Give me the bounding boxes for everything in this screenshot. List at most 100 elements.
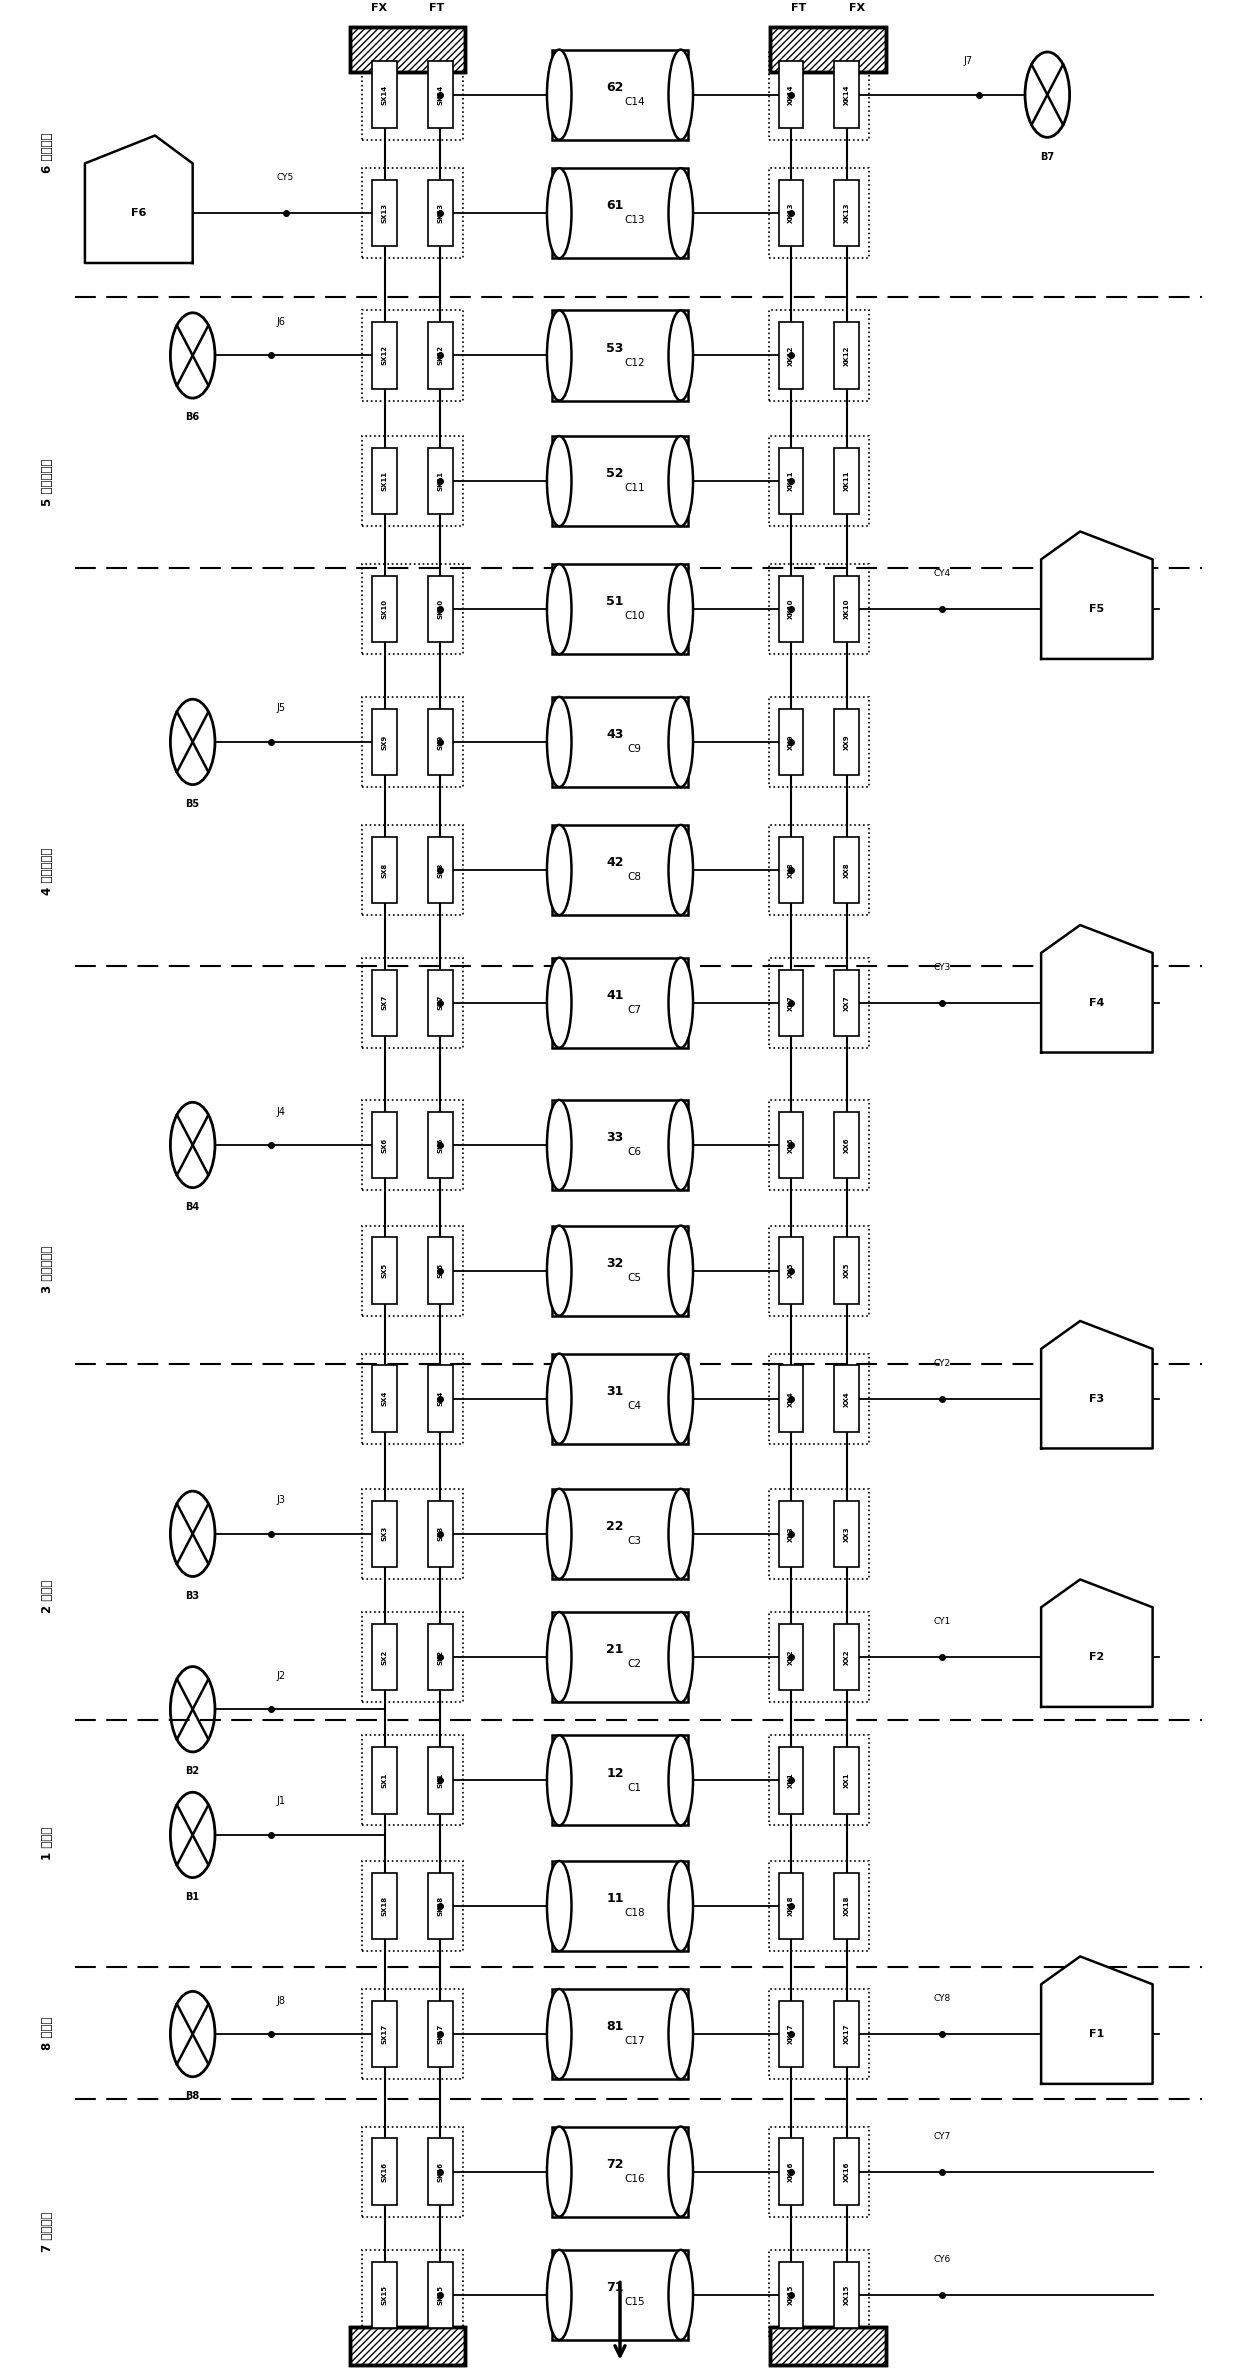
Bar — [769, 1226, 869, 1316]
Text: B8: B8 — [186, 2090, 200, 2102]
Text: SX8: SX8 — [382, 862, 388, 879]
Text: SK15: SK15 — [438, 2285, 444, 2304]
Polygon shape — [1042, 1579, 1153, 1708]
Text: 21: 21 — [606, 1643, 624, 1655]
Text: XK9: XK9 — [787, 734, 794, 750]
Ellipse shape — [668, 1613, 693, 1703]
Bar — [372, 1366, 397, 1432]
Text: C2: C2 — [627, 1660, 642, 1670]
Bar — [362, 1354, 463, 1444]
Bar — [552, 957, 688, 1047]
Polygon shape — [1042, 532, 1153, 658]
Bar — [552, 437, 688, 527]
Text: CY8: CY8 — [934, 1995, 951, 2002]
Text: XK2: XK2 — [787, 1648, 794, 1665]
Bar — [372, 969, 397, 1036]
Bar — [769, 1100, 869, 1190]
Text: XX18: XX18 — [843, 1895, 849, 1917]
Text: F4: F4 — [1089, 998, 1105, 1007]
Text: XK6: XK6 — [787, 1138, 794, 1152]
Text: J7: J7 — [963, 57, 973, 66]
Text: 81: 81 — [606, 2021, 624, 2033]
Text: 11: 11 — [606, 1893, 624, 1905]
Text: SK14: SK14 — [438, 86, 444, 104]
Bar — [835, 2000, 859, 2066]
Polygon shape — [1042, 924, 1153, 1052]
Text: SX15: SX15 — [382, 2285, 388, 2304]
Ellipse shape — [668, 1489, 693, 1579]
Bar — [779, 1112, 804, 1178]
Bar — [350, 2328, 465, 2366]
Text: 3 低醇除杂区: 3 低醇除杂区 — [41, 1247, 55, 1292]
Text: SK5: SK5 — [438, 1264, 444, 1278]
Text: SX7: SX7 — [382, 995, 388, 1009]
Bar — [552, 1489, 688, 1579]
Text: 22: 22 — [606, 1520, 624, 1534]
Bar — [362, 1988, 463, 2078]
Text: CY4: CY4 — [934, 570, 951, 580]
Bar — [552, 169, 688, 259]
Text: SK12: SK12 — [438, 344, 444, 366]
Text: SX16: SX16 — [382, 2161, 388, 2183]
Bar — [372, 62, 397, 128]
Bar — [769, 1489, 869, 1579]
Text: FT: FT — [429, 2, 444, 12]
Bar — [779, 62, 804, 128]
Bar — [779, 1501, 804, 1568]
Ellipse shape — [547, 2126, 572, 2216]
Ellipse shape — [668, 696, 693, 786]
Text: SK9: SK9 — [438, 734, 444, 750]
Ellipse shape — [668, 311, 693, 401]
Bar — [372, 836, 397, 902]
Bar — [362, 2126, 463, 2216]
Text: XK18: XK18 — [787, 1895, 794, 1917]
Polygon shape — [84, 135, 192, 264]
Bar — [835, 1112, 859, 1178]
Text: XK15: XK15 — [787, 2285, 794, 2306]
Text: C18: C18 — [625, 1907, 645, 1919]
Ellipse shape — [668, 957, 693, 1047]
Bar — [779, 1874, 804, 1940]
Text: F3: F3 — [1089, 1394, 1105, 1404]
Text: XK13: XK13 — [843, 202, 849, 223]
Ellipse shape — [547, 50, 572, 140]
Text: XX3: XX3 — [843, 1527, 849, 1541]
Bar — [779, 323, 804, 390]
Ellipse shape — [668, 437, 693, 527]
Ellipse shape — [668, 2126, 693, 2216]
Bar — [372, 449, 397, 515]
Text: SK4: SK4 — [438, 1392, 444, 1406]
Ellipse shape — [547, 311, 572, 401]
Ellipse shape — [547, 565, 572, 653]
Bar — [779, 1237, 804, 1304]
Bar — [835, 1748, 859, 1814]
Polygon shape — [1042, 1957, 1153, 2083]
Ellipse shape — [668, 565, 693, 653]
Text: 32: 32 — [606, 1256, 624, 1271]
Text: XX8: XX8 — [843, 862, 849, 879]
Text: 72: 72 — [606, 2159, 624, 2171]
Text: SK18: SK18 — [438, 1895, 444, 1917]
Bar — [769, 696, 869, 786]
Bar — [428, 1748, 453, 1814]
Bar — [362, 824, 463, 914]
Bar — [552, 696, 688, 786]
Bar — [552, 1613, 688, 1703]
Text: 31: 31 — [606, 1385, 624, 1399]
Ellipse shape — [668, 1862, 693, 1952]
Text: SX9: SX9 — [382, 734, 388, 750]
Bar — [552, 1354, 688, 1444]
Bar — [835, 969, 859, 1036]
Bar — [769, 311, 869, 401]
Text: 42: 42 — [606, 857, 624, 869]
Bar — [770, 26, 887, 71]
Text: XK11: XK11 — [843, 470, 849, 492]
Text: C11: C11 — [625, 484, 645, 494]
Text: J5: J5 — [277, 703, 286, 712]
Bar — [835, 1874, 859, 1940]
Bar — [552, 2126, 688, 2216]
Bar — [362, 1736, 463, 1826]
Text: J3: J3 — [277, 1496, 286, 1506]
Text: B3: B3 — [186, 1591, 200, 1601]
Ellipse shape — [547, 1736, 572, 1826]
